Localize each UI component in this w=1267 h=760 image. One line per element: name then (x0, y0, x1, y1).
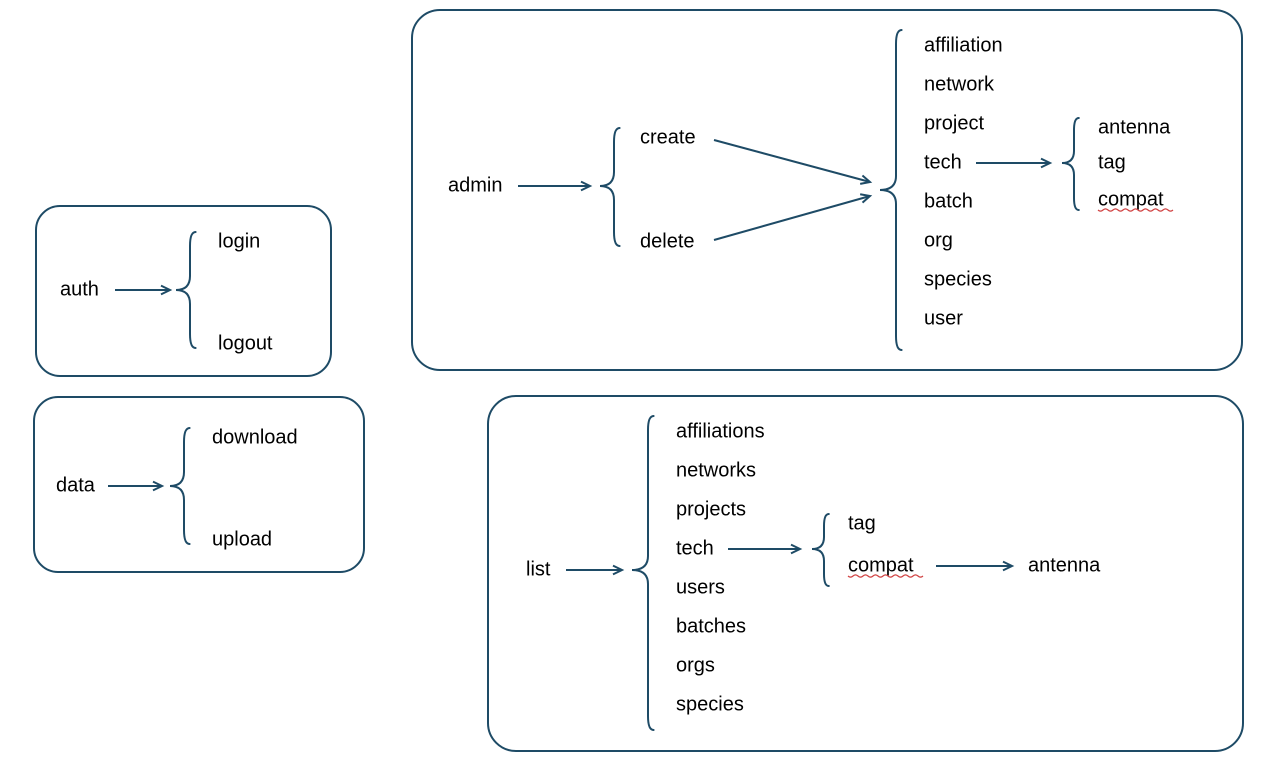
data-brace (170, 428, 190, 544)
admin-item-affiliation-label: affiliation (924, 34, 1003, 56)
admin-item-network-label: network (924, 73, 995, 95)
admin-brace-2 (880, 30, 902, 350)
admin-item-project-label: project (924, 112, 984, 134)
auth_login-label: login (218, 230, 260, 252)
list-item-species-label: species (676, 693, 744, 715)
data_upload-label: upload (212, 528, 272, 550)
list-item-batches-label: batches (676, 615, 746, 637)
admin-tech-compat-label: compat (1098, 188, 1164, 210)
admin-tech-tag-label: tag (1098, 151, 1126, 173)
data_download-label: download (212, 426, 298, 448)
admin-create-label: create (640, 126, 696, 148)
admin-item-tech-label: tech (924, 151, 962, 173)
list-root-label: list (526, 558, 551, 580)
list-item-projects-label: projects (676, 498, 746, 520)
list-brace-2 (812, 514, 829, 586)
list-tech-tag-label: tag (848, 512, 876, 534)
data-root-label: data (56, 474, 96, 496)
admin-item-species-label: species (924, 268, 992, 290)
list-antenna-label: antenna (1028, 554, 1101, 576)
admin-delete-label: delete (640, 230, 695, 252)
auth_logout-label: logout (218, 332, 273, 354)
auth-root-label: auth (60, 278, 99, 300)
admin-create-arrow-line (714, 140, 870, 182)
list-brace-1 (632, 416, 654, 730)
diagram-canvas: auth login logout data download upload admin cr… (0, 0, 1267, 760)
admin-delete-arrow-line (714, 196, 870, 240)
auth-brace (176, 232, 196, 348)
list-tech-compat-label: compat (848, 554, 914, 576)
admin-item-batch-label: batch (924, 190, 973, 212)
list-item-orgs-label: orgs (676, 654, 715, 676)
admin-item-user-label: user (924, 307, 963, 329)
list-item-users-label: users (676, 576, 725, 598)
admin-root-label: admin (448, 174, 502, 196)
list-item-affiliations-label: affiliations (676, 420, 765, 442)
admin-item-org-label: org (924, 229, 953, 251)
admin-brace-1 (600, 128, 620, 246)
list-item-networks-label: networks (676, 459, 756, 481)
list-item-tech-label: tech (676, 537, 714, 559)
admin-tech-antenna-label: antenna (1098, 116, 1171, 138)
admin-brace-3 (1062, 118, 1079, 210)
